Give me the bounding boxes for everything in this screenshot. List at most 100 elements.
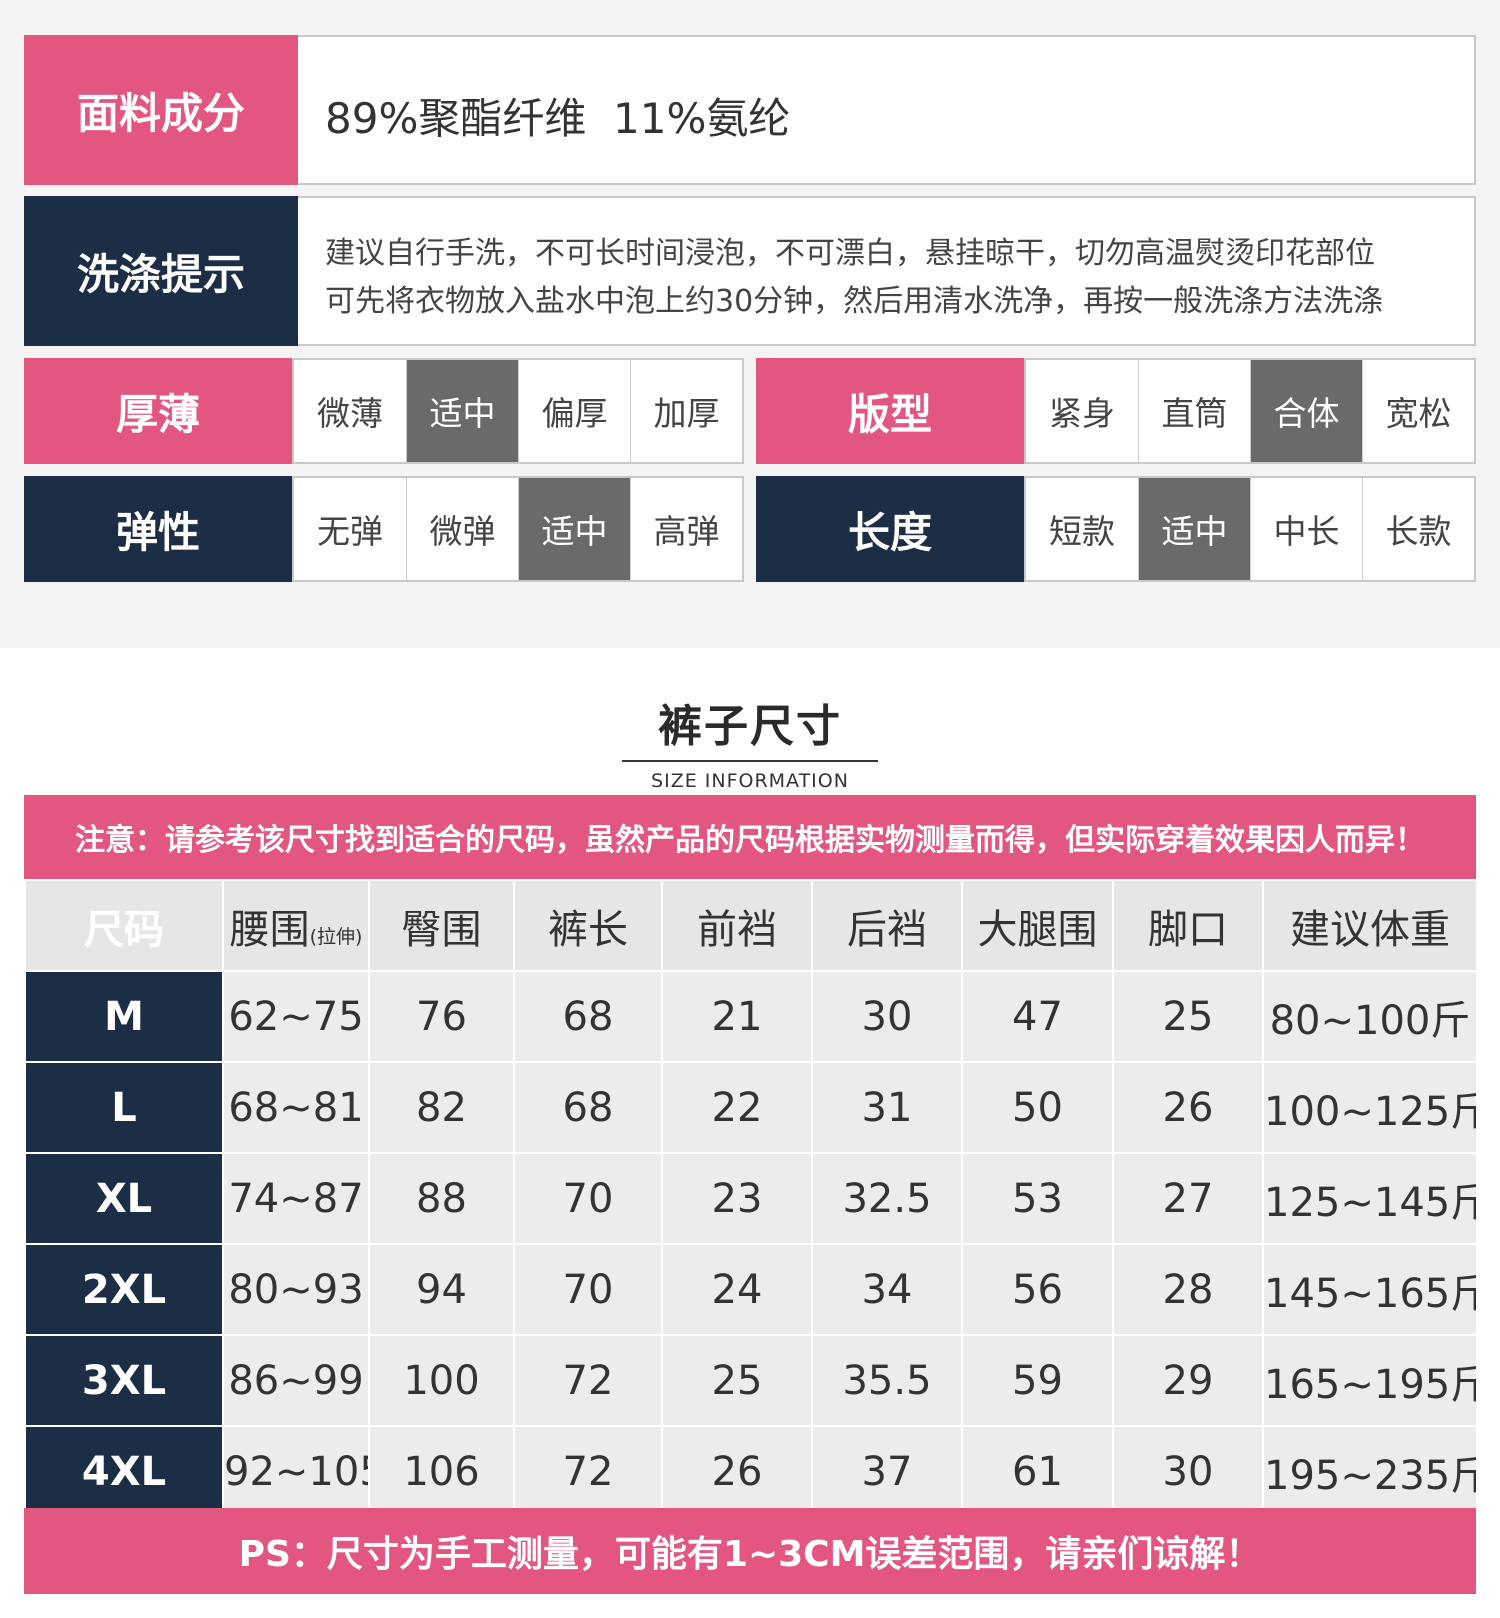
table-cell: 27 <box>1112 1152 1264 1245</box>
table-cell: 53 <box>961 1152 1114 1245</box>
table-cell: 100~125斤 <box>1262 1061 1478 1154</box>
table-cell: 24 <box>661 1243 813 1336</box>
table-cell: 61 <box>961 1425 1114 1518</box>
table-cell: 26 <box>1112 1061 1264 1154</box>
table-cell: 31 <box>811 1061 963 1154</box>
fit-option-2: 合体 <box>1250 360 1362 462</box>
thickness-option-2: 偏厚 <box>518 360 630 462</box>
table-cell: 28 <box>1112 1243 1264 1336</box>
header-hip: 臀围 <box>368 879 515 972</box>
row-size: 3XL <box>24 1334 224 1427</box>
table-cell: 56 <box>961 1243 1114 1336</box>
header-back-rise: 后裆 <box>811 879 963 972</box>
fit-label: 版型 <box>756 358 1024 464</box>
thickness-options: 微薄 适中 偏厚 加厚 <box>292 358 744 464</box>
table-cell: 70 <box>513 1152 663 1245</box>
table-cell: 72 <box>513 1425 663 1518</box>
header-hem: 脚口 <box>1112 879 1264 972</box>
material-value: 89%聚酯纤维 11%氨纶 <box>325 94 791 143</box>
table-cell: 32.5 <box>811 1152 963 1245</box>
elasticity-option-2: 适中 <box>518 478 630 580</box>
table-cell: 195~235斤 <box>1262 1425 1478 1518</box>
table-cell: 92~105 <box>222 1425 370 1518</box>
elasticity-options: 无弹 微弹 适中 高弹 <box>292 476 744 582</box>
material-label: 面料成分 <box>24 35 298 185</box>
table-cell: 106 <box>368 1425 515 1518</box>
elasticity-option-0: 无弹 <box>317 512 383 551</box>
table-row: 2XL 80~93 94 70 24 34 56 28 145~165斤 <box>24 1243 1478 1336</box>
table-cell: 22 <box>661 1061 813 1154</box>
washing-label: 洗涤提示 <box>24 196 298 346</box>
length-options: 短款 适中 中长 长款 <box>1024 476 1476 582</box>
table-cell: 70 <box>513 1243 663 1336</box>
elasticity-option-1: 微弹 <box>406 478 518 580</box>
row-size: XL <box>24 1152 224 1245</box>
washing-line-2: 可先将衣物放入盐水中泡上约30分钟，然后用清水洗净，再按一般洗涤方法洗涤 <box>325 284 1384 319</box>
thickness-option-1: 适中 <box>406 360 518 462</box>
length-option-2: 中长 <box>1250 478 1362 580</box>
thickness-label: 厚薄 <box>24 358 292 464</box>
length-label: 长度 <box>756 476 1024 582</box>
table-cell: 34 <box>811 1243 963 1336</box>
table-cell: 145~165斤 <box>1262 1243 1478 1336</box>
table-cell: 100 <box>368 1334 515 1427</box>
table-cell: 72 <box>513 1334 663 1427</box>
size-title-block: 裤子尺寸 SIZE INFORMATION <box>0 690 1500 792</box>
header-waist: 腰围(拉伸) <box>222 879 370 972</box>
header-waist-label: 腰围 <box>229 906 310 953</box>
size-title: 裤子尺寸 <box>658 701 842 752</box>
fit-option-3: 宽松 <box>1362 360 1474 462</box>
table-cell: 74~87 <box>222 1152 370 1245</box>
table-cell: 88 <box>368 1152 515 1245</box>
table-cell: 47 <box>961 970 1114 1063</box>
row-size: L <box>24 1061 224 1154</box>
table-row: XL 74~87 88 70 23 32.5 53 27 125~145斤 <box>24 1152 1478 1245</box>
table-cell: 30 <box>811 970 963 1063</box>
table-cell: 68~81 <box>222 1061 370 1154</box>
thickness-option-0: 微薄 <box>317 394 383 433</box>
header-length: 裤长 <box>513 879 663 972</box>
table-cell: 62~75 <box>222 970 370 1063</box>
fit-option-1: 直筒 <box>1138 360 1250 462</box>
table-cell: 59 <box>961 1334 1114 1427</box>
elasticity-option-3: 高弹 <box>630 478 742 580</box>
length-option-0: 短款 <box>1049 512 1115 551</box>
size-subtitle: SIZE INFORMATION <box>651 770 849 792</box>
fit-option-0: 紧身 <box>1049 394 1115 433</box>
header-thigh: 大腿围 <box>961 879 1114 972</box>
row-size: M <box>24 970 224 1063</box>
table-cell: 86~99 <box>222 1334 370 1427</box>
ps-note: PS：尺寸为手工测量，可能有1~3CM误差范围，请亲们谅解！ <box>24 1508 1476 1594</box>
thickness-option-3: 加厚 <box>630 360 742 462</box>
table-cell: 25 <box>661 1334 813 1427</box>
fit-options: 紧身 直筒 合体 宽松 <box>1024 358 1476 464</box>
table-cell: 125~145斤 <box>1262 1152 1478 1245</box>
header-waist-note: (拉伸) <box>309 925 363 948</box>
table-row: M 62~75 76 68 21 30 47 25 80~100斤 <box>24 970 1478 1063</box>
table-row: 3XL 86~99 100 72 25 35.5 59 29 165~195斤 <box>24 1334 1478 1427</box>
header-front-rise: 前裆 <box>661 879 813 972</box>
table-cell: 80~100斤 <box>1262 970 1478 1063</box>
length-option-1: 适中 <box>1138 478 1250 580</box>
size-note: 注意：请参考该尺寸找到适合的尺码，虽然产品的尺码根据实物测量而得，但实际穿着效果… <box>24 795 1476 879</box>
table-cell: 68 <box>513 1061 663 1154</box>
table-cell: 94 <box>368 1243 515 1336</box>
table-cell: 35.5 <box>811 1334 963 1427</box>
size-table: 尺码 腰围(拉伸) 臀围 裤长 前裆 后裆 大腿围 脚口 建议体重 M 62~7… <box>24 879 1478 1518</box>
length-option-3: 长款 <box>1362 478 1474 580</box>
header-weight: 建议体重 <box>1262 879 1478 972</box>
title-divider <box>622 760 878 762</box>
table-cell: 37 <box>811 1425 963 1518</box>
table-cell: 76 <box>368 970 515 1063</box>
table-cell: 29 <box>1112 1334 1264 1427</box>
table-cell: 25 <box>1112 970 1264 1063</box>
elasticity-label: 弹性 <box>24 476 292 582</box>
row-size: 2XL <box>24 1243 224 1336</box>
table-cell: 68 <box>513 970 663 1063</box>
table-cell: 30 <box>1112 1425 1264 1518</box>
table-cell: 165~195斤 <box>1262 1334 1478 1427</box>
table-cell: 50 <box>961 1061 1114 1154</box>
table-cell: 80~93 <box>222 1243 370 1336</box>
row-size: 4XL <box>24 1425 224 1518</box>
table-row: 4XL 92~105 106 72 26 37 61 30 195~235斤 <box>24 1425 1478 1518</box>
